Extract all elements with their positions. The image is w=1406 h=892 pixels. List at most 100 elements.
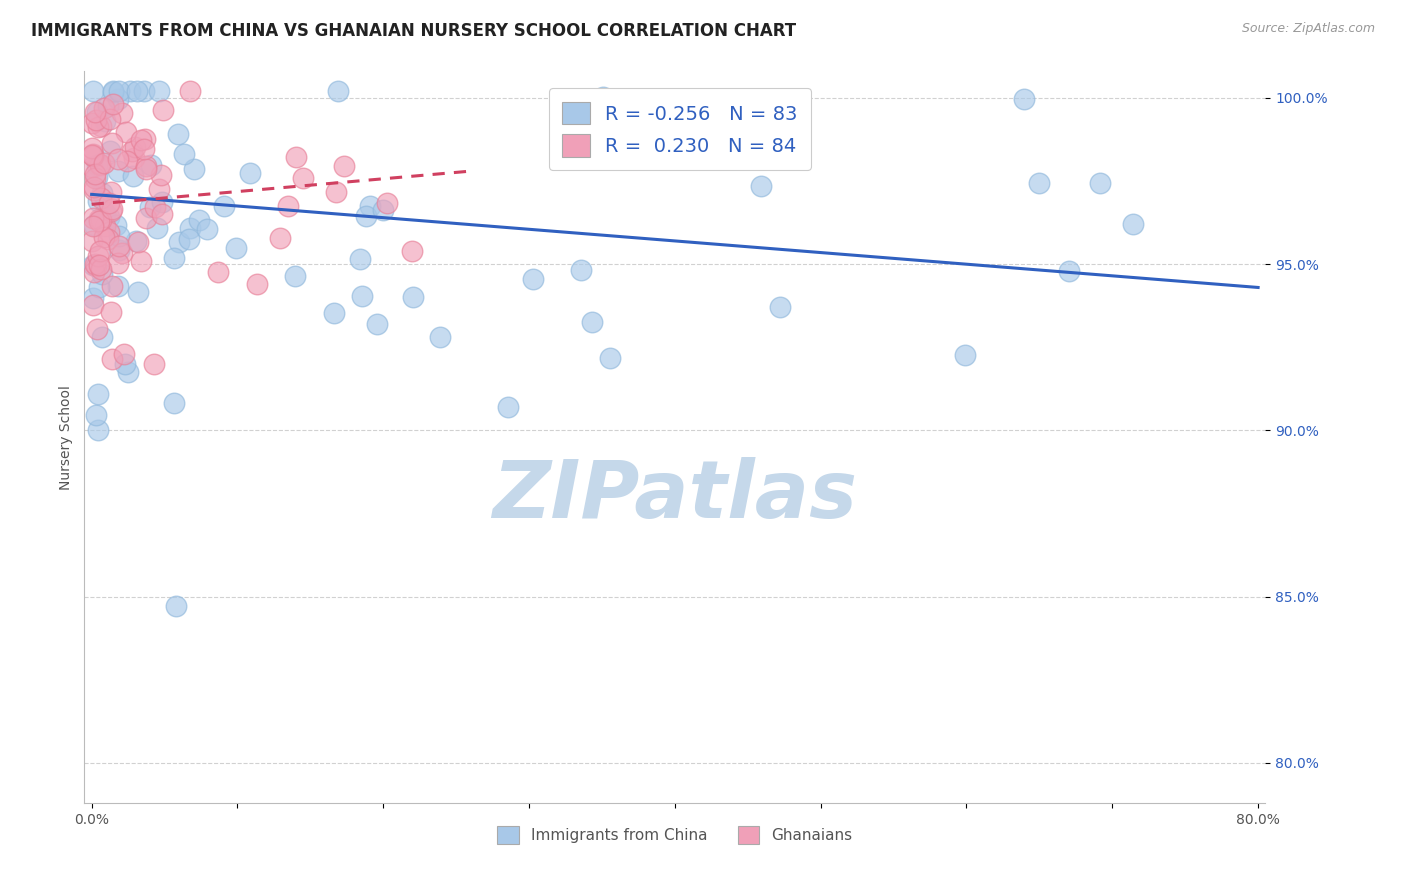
Point: [125, 234, 148, 248]
Point: [326, 84, 349, 98]
Point: [142, 357, 165, 371]
Point: [269, 231, 291, 245]
Y-axis label: Nursery School: Nursery School: [59, 384, 73, 490]
Point: [100, 185, 122, 199]
Point: [82, 298, 104, 312]
Point: [163, 252, 186, 266]
Point: [127, 84, 149, 98]
Point: [93, 156, 115, 170]
Point: [89, 158, 111, 172]
Point: [152, 103, 174, 117]
Point: [135, 161, 157, 176]
Point: [82, 291, 104, 305]
Point: [569, 263, 592, 277]
Point: [1057, 264, 1080, 278]
Point: [402, 290, 425, 304]
Point: [401, 244, 423, 258]
Point: [112, 346, 135, 360]
Point: [150, 194, 173, 209]
Point: [101, 84, 124, 98]
Point: [1012, 91, 1035, 105]
Point: [107, 229, 129, 244]
Point: [86, 170, 108, 185]
Point: [86, 423, 108, 437]
Point: [292, 170, 315, 185]
Point: [599, 351, 621, 365]
Point: [89, 157, 111, 171]
Point: [371, 202, 394, 217]
Point: [197, 222, 219, 236]
Point: [179, 84, 201, 98]
Point: [83, 257, 105, 271]
Point: [100, 203, 122, 218]
Point: [349, 252, 371, 266]
Point: [89, 214, 111, 228]
Point: [581, 315, 603, 329]
Point: [332, 159, 354, 173]
Point: [82, 84, 104, 98]
Point: [375, 195, 398, 210]
Point: [169, 235, 191, 250]
Point: [94, 206, 117, 220]
Point: [121, 144, 143, 158]
Point: [212, 199, 235, 213]
Point: [107, 153, 129, 167]
Point: [101, 202, 124, 217]
Point: [183, 161, 205, 176]
Point: [354, 209, 377, 223]
Point: [124, 140, 146, 154]
Point: [325, 186, 347, 200]
Point: [173, 147, 195, 161]
Point: [284, 269, 307, 284]
Point: [108, 239, 131, 253]
Point: [97, 98, 120, 112]
Point: [121, 169, 143, 184]
Point: [84, 168, 107, 182]
Point: [277, 199, 299, 213]
Point: [117, 365, 139, 379]
Point: [134, 132, 156, 146]
Point: [107, 279, 129, 293]
Point: [82, 115, 104, 129]
Point: [323, 306, 346, 320]
Point: [83, 219, 105, 233]
Point: [89, 211, 111, 226]
Point: [86, 104, 108, 119]
Point: [107, 93, 129, 107]
Point: [87, 248, 110, 262]
Point: [82, 148, 104, 162]
Point: [84, 104, 107, 119]
Point: [82, 148, 104, 162]
Point: [93, 101, 115, 115]
Point: [114, 357, 136, 371]
Point: [89, 244, 111, 258]
Point: [97, 225, 120, 239]
Point: [150, 206, 173, 220]
Point: [429, 330, 451, 344]
Point: [87, 387, 110, 401]
Point: [82, 211, 104, 225]
Point: [91, 329, 114, 343]
Point: [82, 141, 104, 155]
Text: ZIPatlas: ZIPatlas: [492, 457, 858, 534]
Point: [132, 84, 155, 98]
Point: [97, 232, 120, 246]
Point: [87, 279, 110, 293]
Text: Source: ZipAtlas.com: Source: ZipAtlas.com: [1241, 22, 1375, 36]
Point: [1088, 176, 1111, 190]
Point: [117, 153, 139, 168]
Point: [129, 253, 152, 268]
Point: [207, 265, 229, 279]
Point: [98, 210, 121, 224]
Point: [139, 200, 162, 214]
Point: [146, 221, 169, 235]
Point: [82, 234, 104, 248]
Point: [90, 120, 112, 134]
Point: [83, 265, 105, 279]
Point: [108, 84, 131, 98]
Point: [93, 219, 115, 233]
Point: [659, 95, 682, 109]
Point: [105, 219, 128, 233]
Point: [82, 258, 104, 272]
Point: [93, 230, 115, 244]
